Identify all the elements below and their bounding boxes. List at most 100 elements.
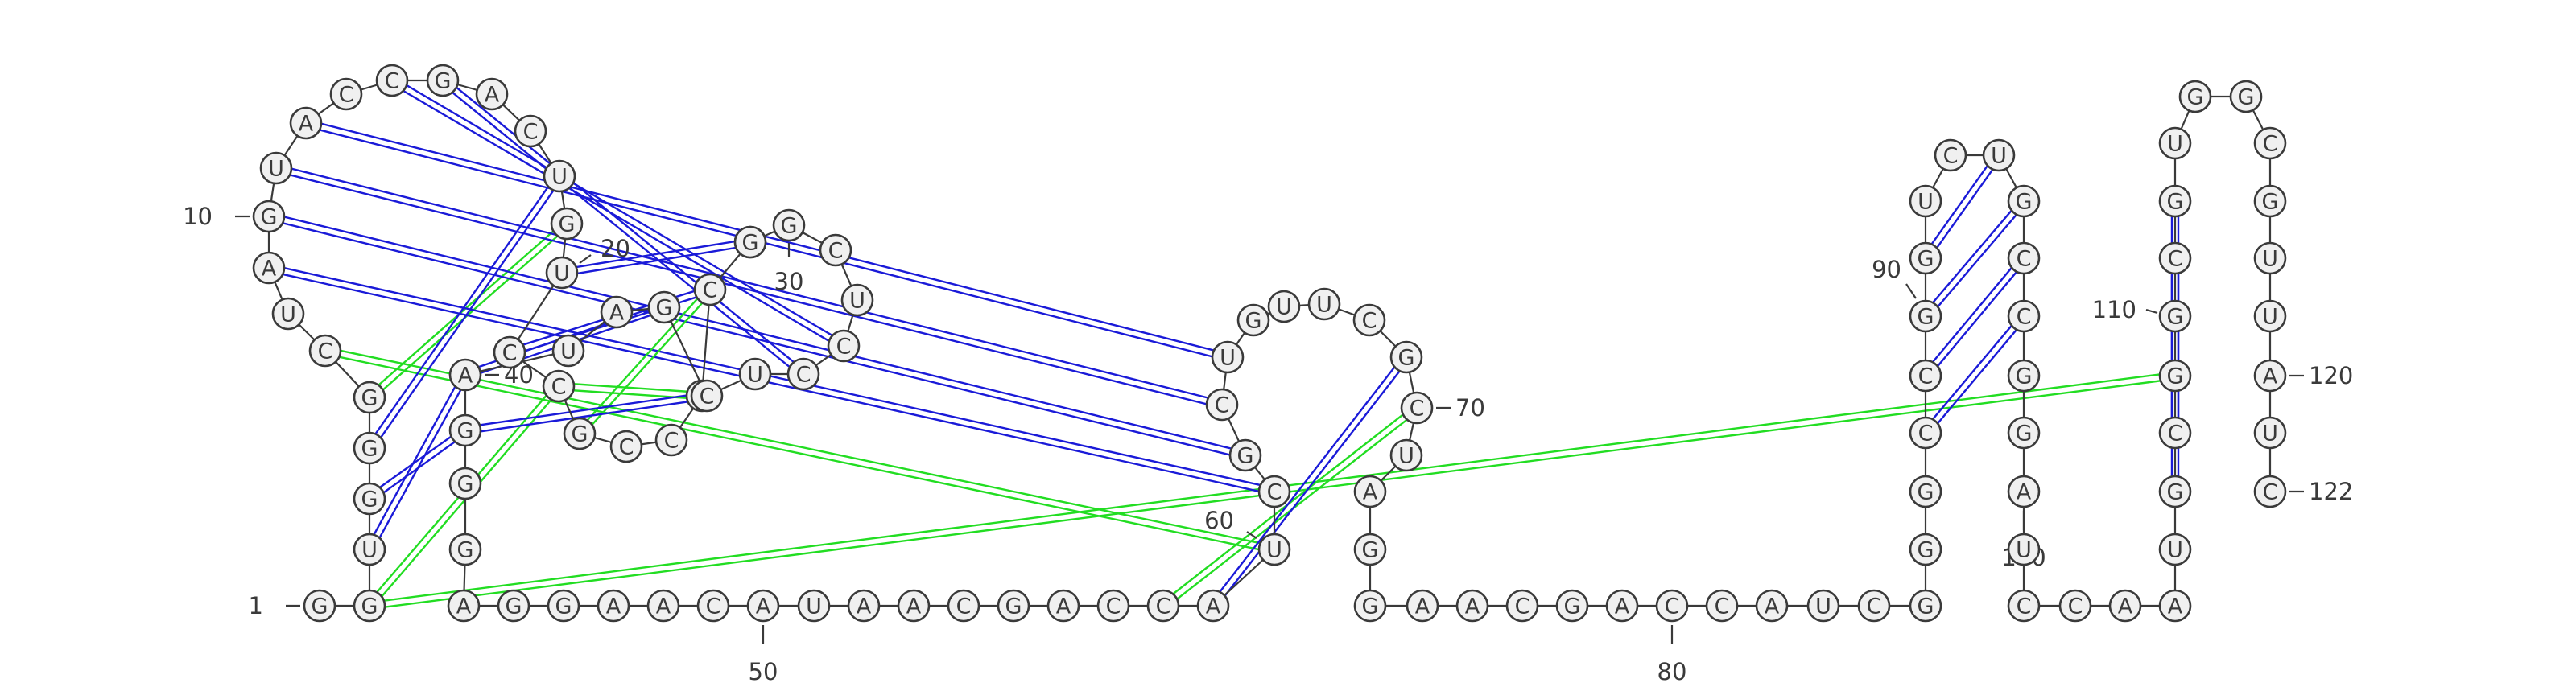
- nucleotide-letter: C: [385, 69, 400, 94]
- nucleotide-letter: G: [781, 214, 798, 239]
- nucleotide: U: [1909, 184, 1942, 218]
- position-label: 10: [183, 203, 250, 230]
- nucleotide-letter: G: [457, 538, 474, 563]
- base-pair-line: [440, 82, 803, 378]
- nucleotide-letter: U: [1398, 444, 1414, 469]
- nucleotide: G: [547, 589, 580, 623]
- nucleotide-letter: U: [268, 157, 284, 182]
- nucleotide: G: [1353, 589, 1387, 623]
- nucleotide-letter: C: [2017, 247, 2032, 272]
- nucleotide: A: [2253, 359, 2287, 393]
- nucleotide: G: [2158, 299, 2192, 333]
- nucleotide-letter: C: [796, 363, 811, 388]
- nucleotide: G: [1909, 475, 1942, 508]
- nucleotide: A: [600, 295, 634, 329]
- nucleotide: C: [1146, 589, 1180, 623]
- position-label-text: 20: [601, 235, 630, 262]
- nucleotide-letter: G: [1918, 594, 1934, 619]
- base-pair-line: [1922, 313, 2022, 432]
- position-label-text: 1: [249, 592, 263, 619]
- nucleotide: G: [733, 225, 767, 259]
- nucleotide: C: [1400, 391, 1434, 425]
- nucleotide: U: [840, 283, 874, 317]
- nucleotide-letter: G: [2016, 190, 2033, 215]
- nucleotide: A: [847, 589, 881, 623]
- nucleotide-letter: G: [2238, 85, 2255, 110]
- nucleotide-letter: G: [457, 419, 474, 444]
- nucleotide-letter: C: [2263, 132, 2278, 157]
- nucleotide: U: [543, 159, 576, 193]
- nucleotide: G: [2253, 184, 2287, 218]
- nucleotide: G: [2178, 80, 2212, 113]
- nucleotide-letter: U: [2167, 538, 2183, 563]
- nucleotide: C: [375, 64, 409, 97]
- base-pair-line: [393, 76, 846, 344]
- position-label: 80: [1657, 625, 1686, 685]
- nucleotide-letter: U: [2016, 538, 2032, 563]
- nucleotide-letter: C: [1410, 397, 1425, 422]
- nucleotide-letter: G: [1362, 538, 1379, 563]
- base-pair-line: [371, 376, 469, 552]
- position-label: 20: [579, 235, 630, 264]
- position-tick: [1905, 283, 1917, 299]
- nucleotide: U: [1982, 138, 2016, 172]
- position-label-text: 120: [2309, 362, 2353, 389]
- nucleotide: G: [1236, 303, 1270, 337]
- position-label: 110: [2092, 296, 2158, 323]
- nucleotide-letter: U: [806, 594, 822, 619]
- nucleotide: C: [827, 329, 861, 363]
- nucleotide: A: [1605, 589, 1639, 623]
- nucleotide-letter: G: [435, 69, 452, 94]
- nucleotide: A: [2158, 589, 2192, 623]
- base-pair-line: [1209, 354, 1405, 605]
- nucleotide: G: [2007, 359, 2041, 393]
- base-pair-line: [1927, 259, 2027, 379]
- nucleotide-letter: C: [551, 375, 567, 400]
- nucleotide-letter: G: [2016, 422, 2033, 446]
- nucleotide-letter: C: [1867, 594, 1882, 619]
- nucleotide-letter: C: [1215, 393, 1230, 418]
- nucleotide: G: [448, 467, 482, 500]
- nucleotide: C: [329, 77, 363, 111]
- nucleotide-letter: G: [1005, 594, 1022, 619]
- nucleotide-letter: A: [756, 594, 771, 619]
- base-pair-line: [581, 290, 713, 437]
- nucleotide: G: [353, 589, 386, 623]
- nucleotide-letter: U: [1316, 293, 1332, 318]
- nucleotide: G: [1909, 299, 1942, 333]
- nucleotide-letter: C: [956, 594, 972, 619]
- nucleotide: U: [271, 297, 305, 331]
- nucleotide-letter: C: [1156, 594, 1171, 619]
- nucleotide: A: [1406, 589, 1439, 623]
- base-pair-line: [365, 372, 464, 549]
- nucleotide: U: [1257, 533, 1291, 566]
- nucleotide-letter: A: [1765, 594, 1780, 619]
- nucleotide: A: [289, 106, 323, 140]
- position-label-text: 110: [2092, 296, 2136, 323]
- nucleotide-letter: C: [318, 339, 333, 364]
- nucleotide-letter: C: [339, 83, 354, 108]
- nucleotide-letter: C: [2263, 480, 2278, 505]
- base-pair-line: [1922, 198, 2022, 315]
- nucleotide: G: [426, 64, 460, 97]
- nucleotide-letter: G: [1237, 444, 1254, 469]
- nucleotide-letter: G: [361, 487, 378, 512]
- nucleotide-letter: G: [1918, 247, 1934, 272]
- nucleotide: C: [1705, 589, 1739, 623]
- nucleotide-letter: A: [2017, 480, 2032, 505]
- nucleotide: A: [1353, 475, 1387, 508]
- nucleotide: C: [2007, 299, 2041, 333]
- nucleotide: C: [2253, 126, 2287, 160]
- nucleotide: G: [448, 413, 482, 447]
- base-pair-line: [275, 170, 1222, 409]
- nucleotide: G: [2158, 184, 2192, 218]
- position-label-text: 10: [183, 203, 213, 230]
- nucleotide-letter: A: [609, 301, 625, 326]
- base-pair-line: [1927, 202, 2027, 319]
- nucleotide-letter: C: [706, 594, 721, 619]
- nucleotide-letter: A: [2263, 364, 2278, 389]
- nucleotide-letter: G: [559, 212, 576, 237]
- nucleotide: U: [2158, 126, 2192, 160]
- base-pair-line: [306, 118, 1229, 356]
- nucleotide: C: [1257, 475, 1291, 508]
